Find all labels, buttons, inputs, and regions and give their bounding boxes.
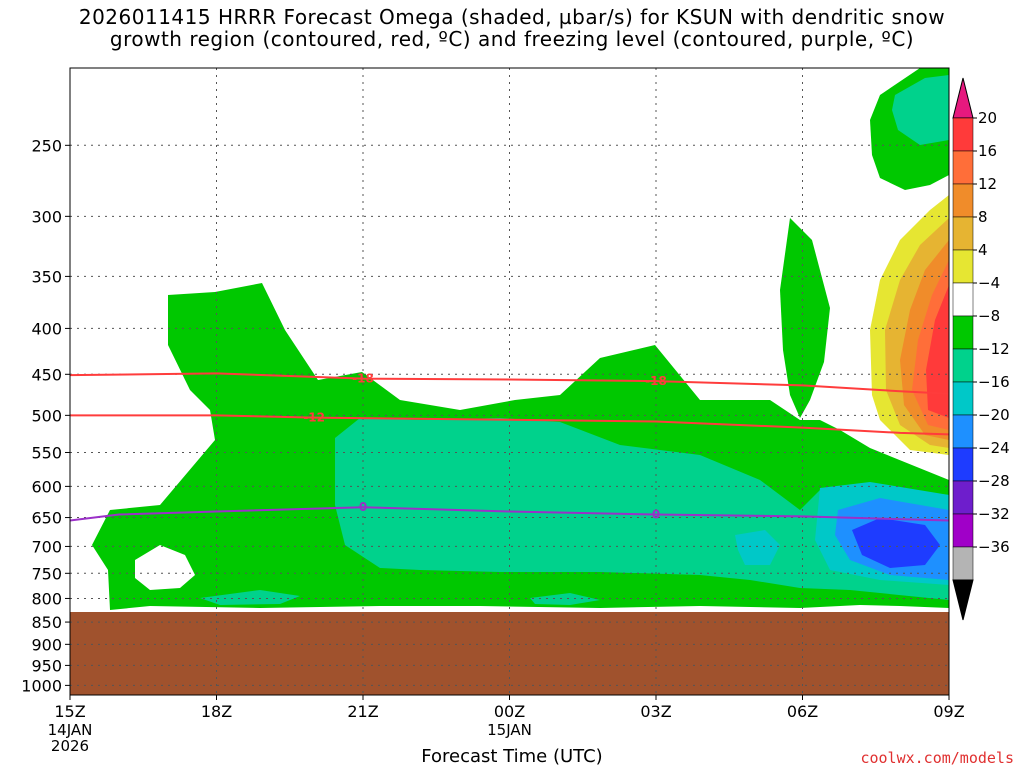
title-line-2: growth region (contoured, red, ºC) and f… [109,27,915,51]
x-tick-label: 06Z [787,702,818,721]
contour-line [70,414,949,436]
colorbar-swatch [952,249,974,284]
omega-region-minus8-small2 [530,593,600,605]
colorbar-label: 12 [978,175,997,193]
omega-region-plus20 [926,285,949,418]
colorbar-label: −28 [978,472,1010,490]
contour-label: 0 [652,508,660,522]
omega-region-minus12 [735,530,780,565]
y-tick-label: 400 [31,319,62,338]
x-axis: 15Z 18Z 21Z 00Z 03Z 06Z 09Z [54,695,965,721]
x-tick-sublabel: 2026 [50,737,90,755]
contour-lines: -18 -18 -12 0 0 [70,372,949,522]
colorbar-swatch [952,282,974,317]
y-tick-label: 500 [31,406,62,425]
y-tick-label: 550 [31,443,62,462]
colorbar-swatch [952,315,974,350]
colorbar-label: −8 [978,307,1000,325]
x-tick-label: 18Z [201,702,232,721]
y-tick-label: 750 [31,564,62,583]
colorbar-label: 4 [978,241,988,259]
colorbar-top-arrow [952,77,974,119]
credit-text: coolwx.com/models [860,749,1014,767]
colorbar-swatch [952,513,974,548]
omega-region-minus8-small [200,590,300,605]
colorbar-label: −12 [978,340,1010,358]
omega-region-minus4-tower [780,218,830,418]
colorbar: 20 16 12 8 4 −4 −8 −12 −16 −20 −24 −28 −32 −36 [952,77,1010,621]
colorbar-swatch [952,150,974,185]
colorbar-swatch [952,381,974,416]
y-tick-label: 600 [31,477,62,496]
y-tick-label: 300 [31,207,62,226]
y-tick-label: 700 [31,537,62,556]
chart-title: 2026011415 HRRR Forecast Omega (shaded, … [0,6,1024,50]
y-tick-label: 650 [31,509,62,528]
omega-region-minus8-upper [892,75,949,145]
contour-label: -12 [303,411,325,425]
terrain-below-surface [70,612,949,695]
colorbar-swatch [952,348,974,383]
x-tick-label: 09Z [933,702,964,721]
colorbar-swatch [952,183,974,218]
x-tick-label: 00Z [494,702,525,721]
y-tick-label: 1000 [21,676,62,695]
omega-region-minus8 [335,418,949,600]
contour-line [70,372,949,395]
colorbar-swatch [952,480,974,515]
x-tick-label: 21Z [347,702,378,721]
x-tick-label: 15Z [54,702,85,721]
colorbar-swatch [952,117,974,152]
colorbar-bottom-arrow [952,579,974,621]
x-tick-sublabel: 14JAN [47,721,93,739]
y-tick-label: 900 [31,635,62,654]
colorbar-swatch [952,546,974,581]
x-axis-title: Forecast Time (UTC) [421,746,603,767]
y-tick-label: 450 [31,365,62,384]
title-line-1: 2026011415 HRRR Forecast Omega (shaded, … [78,5,946,29]
y-tick-label: 350 [31,267,62,286]
y-tick-label: 800 [31,589,62,608]
x-tick-sublabel: 15JAN [487,721,532,739]
colorbar-label: 8 [978,208,988,226]
contour-label: -18 [352,372,374,386]
colorbar-label: −32 [978,505,1010,523]
colorbar-label: −4 [978,274,1000,292]
contour-label: 0 [359,500,367,514]
omega-hole [135,545,195,590]
colorbar-label: −24 [978,439,1010,457]
colorbar-swatch [952,216,974,251]
y-tick-label: 950 [31,656,62,675]
colorbar-label: −20 [978,406,1010,424]
x-tick-label: 03Z [640,702,671,721]
colorbar-label: −36 [978,538,1010,556]
y-tick-label: 850 [31,613,62,632]
y-axis: 250 300 350 400 450 500 550 600 650 700 750 800 850 9… [21,136,70,695]
colorbar-label: 20 [978,109,997,127]
omega-region-minus20 [852,518,940,568]
colorbar-label: −16 [978,373,1010,391]
colorbar-label: 16 [978,142,997,160]
contour-line [70,506,949,522]
contour-label: -18 [645,374,667,388]
colorbar-swatch [952,414,974,449]
y-tick-label: 250 [31,136,62,155]
colorbar-swatch [952,447,974,482]
